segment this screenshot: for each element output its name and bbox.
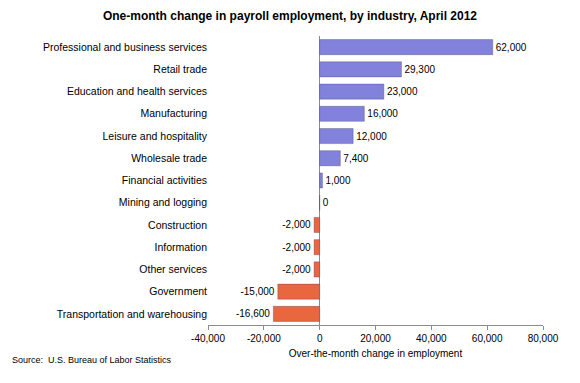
svg-text:40,000: 40,000 — [416, 333, 447, 344]
svg-text:-15,000: -15,000 — [240, 286, 274, 297]
svg-text:One-month change in payroll em: One-month change in payroll employment, … — [103, 9, 477, 23]
svg-text:Leisure and hospitality: Leisure and hospitality — [103, 130, 208, 142]
svg-text:7,400: 7,400 — [343, 153, 368, 164]
svg-text:0: 0 — [323, 197, 329, 208]
svg-text:12,000: 12,000 — [356, 131, 387, 142]
svg-text:Wholesale trade: Wholesale trade — [131, 152, 207, 164]
svg-text:62,000: 62,000 — [496, 42, 527, 53]
svg-text:Information: Information — [154, 241, 207, 253]
svg-text:Other services: Other services — [139, 263, 207, 275]
svg-text:-16,600: -16,600 — [236, 308, 270, 319]
svg-text:Retail trade: Retail trade — [153, 63, 207, 75]
svg-text:-2,000: -2,000 — [282, 242, 311, 253]
svg-text:0: 0 — [317, 333, 323, 344]
svg-text:Over-the-month change in emplo: Over-the-month change in employment — [289, 348, 463, 359]
svg-text:23,000: 23,000 — [387, 86, 418, 97]
svg-text:Government: Government — [149, 285, 207, 297]
svg-text:-40,000: -40,000 — [191, 333, 225, 344]
svg-text:16,000: 16,000 — [367, 108, 398, 119]
svg-text:-2,000: -2,000 — [282, 219, 311, 230]
svg-text:Financial activities: Financial activities — [122, 174, 207, 186]
svg-text:Mining and logging: Mining and logging — [119, 196, 207, 208]
svg-text:80,000: 80,000 — [528, 333, 559, 344]
svg-text:Source: U.S. Bureau of Labor: Source: U.S. Bureau of Labor Statistics — [12, 355, 172, 365]
svg-text:29,300: 29,300 — [404, 64, 435, 75]
svg-text:1,000: 1,000 — [325, 175, 350, 186]
svg-text:Manufacturing: Manufacturing — [140, 107, 207, 119]
svg-text:Transportation and warehousing: Transportation and warehousing — [57, 308, 207, 320]
svg-text:Professional and business serv: Professional and business services — [43, 41, 207, 53]
svg-text:Education and health services: Education and health services — [67, 85, 207, 97]
svg-text:-2,000: -2,000 — [282, 264, 311, 275]
svg-text:20,000: 20,000 — [360, 333, 391, 344]
svg-text:-20,000: -20,000 — [247, 333, 281, 344]
svg-text:Construction: Construction — [148, 219, 207, 231]
svg-text:60,000: 60,000 — [472, 333, 503, 344]
